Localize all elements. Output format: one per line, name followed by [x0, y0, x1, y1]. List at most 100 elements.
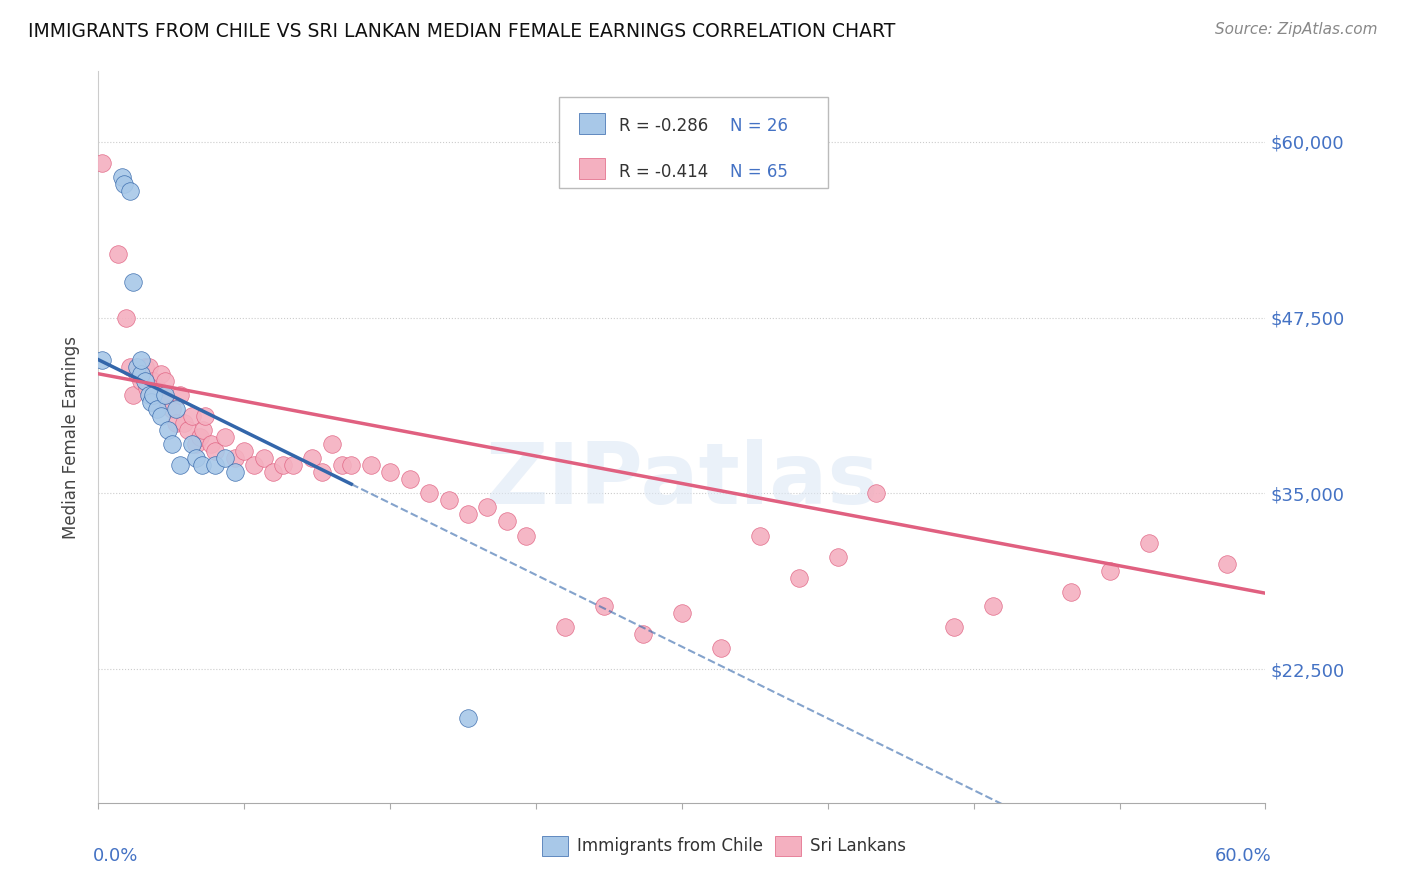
Point: [162, 437, 184, 451]
Text: IMMIGRANTS FROM CHILE VS SRI LANKAN MEDIAN FEMALE EARNINGS CORRELATION CHART: IMMIGRANTS FROM CHILE VS SRI LANKAN MEDI…: [28, 22, 896, 41]
Point: [515, 528, 537, 542]
Point: [188, 430, 211, 444]
Point: [301, 451, 323, 466]
Text: Source: ZipAtlas.com: Source: ZipAtlas.com: [1215, 22, 1378, 37]
Point: [631, 627, 654, 641]
FancyBboxPatch shape: [579, 158, 605, 179]
Point: [136, 381, 159, 395]
Point: [311, 465, 333, 479]
Point: [157, 423, 180, 437]
Point: [827, 549, 849, 564]
Point: [111, 169, 134, 184]
Point: [129, 367, 152, 381]
Point: [224, 451, 246, 466]
Point: [233, 444, 256, 458]
Point: [380, 465, 402, 479]
Point: [107, 247, 129, 261]
Point: [180, 437, 202, 451]
Point: [360, 458, 382, 473]
Point: [321, 437, 343, 451]
Point: [134, 374, 156, 388]
Point: [214, 451, 236, 466]
Point: [190, 458, 212, 473]
Point: [271, 458, 294, 473]
Point: [418, 486, 440, 500]
Point: [165, 416, 187, 430]
Point: [224, 465, 246, 479]
Point: [398, 472, 420, 486]
Text: Sri Lankans: Sri Lankans: [810, 837, 907, 855]
Point: [180, 409, 202, 423]
Point: [200, 437, 222, 451]
Point: [122, 388, 145, 402]
Point: [157, 395, 180, 409]
Text: Immigrants from Chile: Immigrants from Chile: [576, 837, 763, 855]
Point: [153, 388, 176, 402]
Point: [1137, 535, 1160, 549]
Point: [1215, 557, 1237, 571]
Point: [865, 486, 887, 500]
FancyBboxPatch shape: [579, 112, 605, 134]
Point: [162, 401, 184, 416]
Point: [748, 528, 770, 542]
Point: [114, 310, 136, 325]
Text: 0.0%: 0.0%: [93, 847, 138, 864]
Point: [437, 493, 460, 508]
Point: [138, 388, 160, 402]
Point: [177, 423, 200, 437]
Point: [457, 508, 479, 522]
Point: [943, 620, 966, 634]
Point: [149, 409, 172, 423]
Text: N = 26: N = 26: [730, 117, 787, 136]
Point: [710, 641, 733, 656]
Point: [554, 620, 576, 634]
Text: 60.0%: 60.0%: [1215, 847, 1271, 864]
Point: [91, 155, 114, 169]
Point: [165, 401, 187, 416]
Point: [127, 367, 149, 381]
Point: [91, 352, 114, 367]
Point: [477, 500, 499, 515]
Point: [340, 458, 363, 473]
Point: [204, 458, 226, 473]
Point: [129, 374, 152, 388]
Point: [138, 359, 160, 374]
Point: [193, 423, 215, 437]
FancyBboxPatch shape: [775, 836, 801, 856]
Point: [457, 711, 479, 725]
Text: R = -0.414: R = -0.414: [619, 162, 709, 180]
FancyBboxPatch shape: [560, 97, 828, 188]
Point: [169, 458, 191, 473]
Point: [253, 451, 276, 466]
Text: R = -0.286: R = -0.286: [619, 117, 709, 136]
Point: [129, 352, 152, 367]
Point: [146, 381, 169, 395]
Point: [194, 409, 217, 423]
Point: [330, 458, 353, 473]
Point: [496, 515, 519, 529]
Point: [118, 359, 141, 374]
Point: [281, 458, 304, 473]
Point: [139, 395, 162, 409]
Text: N = 65: N = 65: [730, 162, 787, 180]
Point: [184, 437, 207, 451]
Point: [262, 465, 284, 479]
Point: [142, 374, 165, 388]
Point: [787, 571, 810, 585]
Point: [153, 374, 176, 388]
Point: [169, 388, 191, 402]
Y-axis label: Median Female Earnings: Median Female Earnings: [62, 335, 80, 539]
Point: [671, 606, 693, 620]
Point: [152, 388, 174, 402]
Text: ZIPatlas: ZIPatlas: [485, 440, 879, 523]
Point: [146, 401, 169, 416]
Point: [593, 599, 616, 613]
FancyBboxPatch shape: [541, 836, 568, 856]
Point: [204, 444, 226, 458]
Point: [243, 458, 266, 473]
Point: [1098, 564, 1121, 578]
Point: [142, 388, 165, 402]
Point: [122, 276, 145, 290]
Point: [118, 184, 141, 198]
Point: [112, 177, 135, 191]
